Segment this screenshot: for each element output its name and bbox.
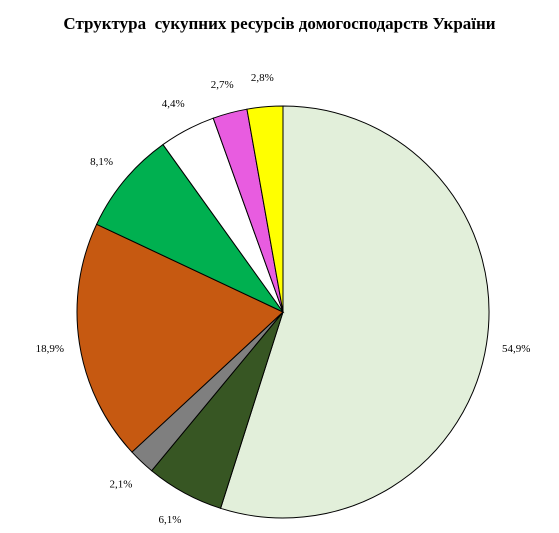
- slice-label-0: 54,9%: [502, 343, 530, 355]
- pie-slice-3: [76, 223, 284, 453]
- slice-label-2: 2,1%: [109, 479, 132, 491]
- slice-label-3: 18,9%: [36, 343, 64, 355]
- pie-labels: 54,9% 6,1% 2,1% 18,9% 8,1% 4,4% 2,7% 2,8%: [36, 72, 531, 526]
- chart-title: Структура сукупних ресурсів домогосподар…: [63, 14, 496, 33]
- slice-label-4: 8,1%: [90, 156, 113, 168]
- pie-slices: [76, 105, 490, 519]
- pie-slice-4: [95, 143, 285, 314]
- slice-label-5: 4,4%: [162, 98, 185, 110]
- slice-label-6: 2,7%: [211, 79, 234, 91]
- slice-label-1: 6,1%: [159, 514, 182, 526]
- slice-label-7: 2,8%: [251, 72, 274, 84]
- pie-slice-0: [219, 105, 490, 519]
- pie-slice-7: [246, 105, 284, 313]
